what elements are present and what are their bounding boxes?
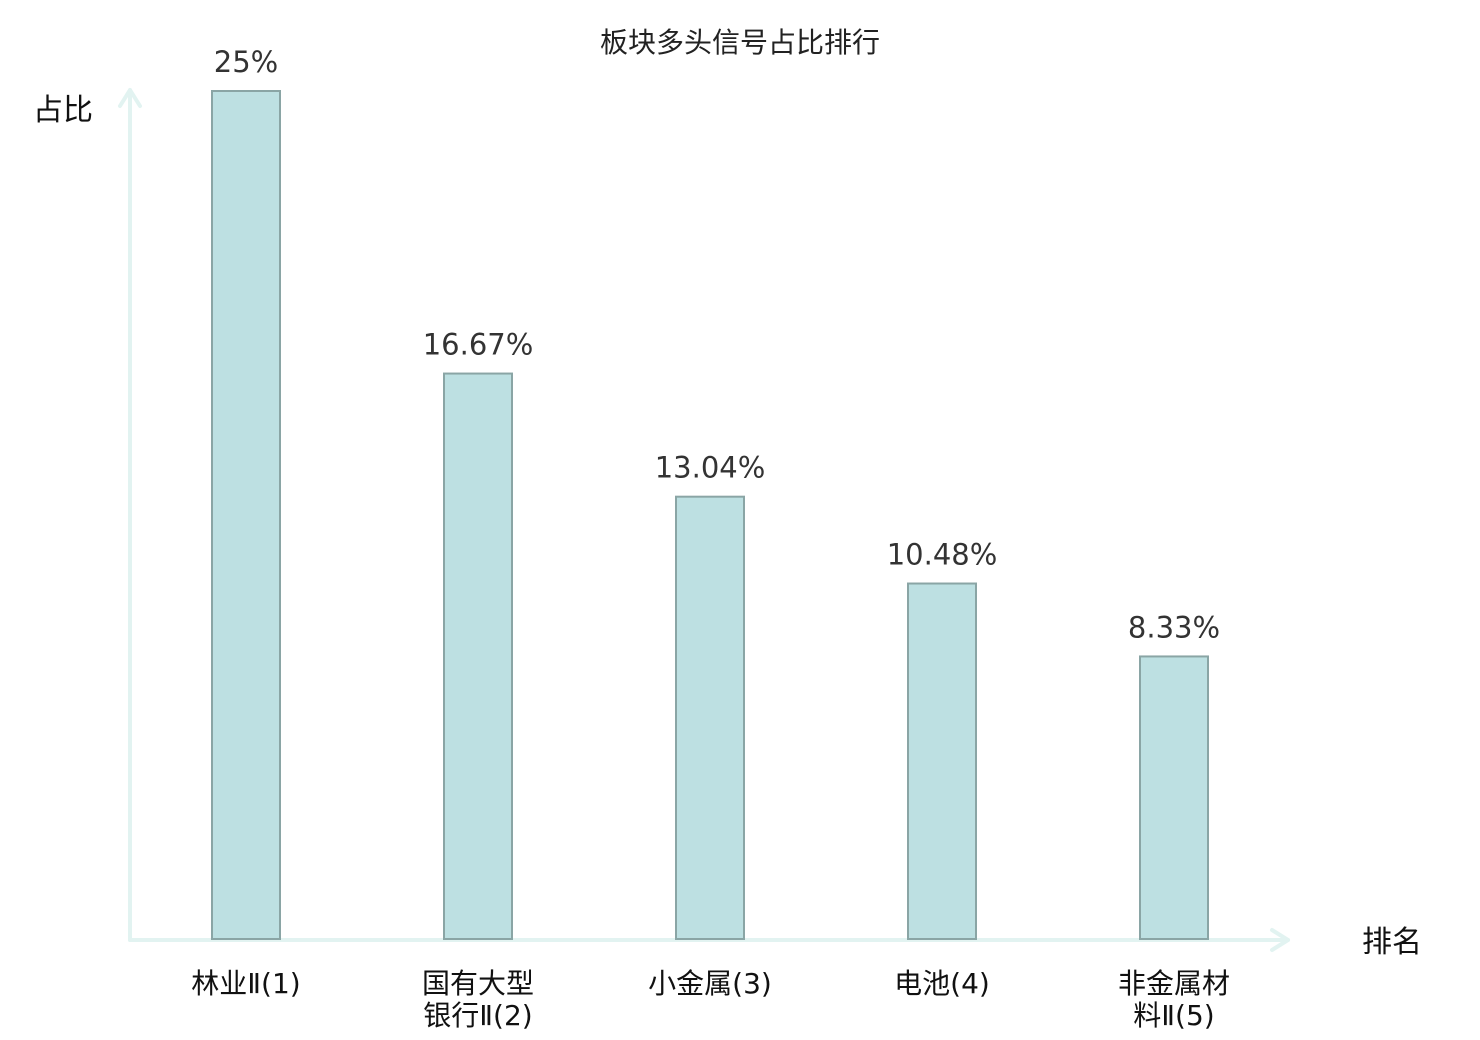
- value-label-3: 13.04%: [655, 451, 766, 485]
- value-label-1: 25%: [214, 45, 278, 79]
- y-axis-label: 占比: [33, 93, 93, 128]
- category-label-line: 国有大型: [422, 967, 534, 1000]
- bar-4: [907, 582, 977, 940]
- category-labels: 林业Ⅱ(1) 国有大型银行Ⅱ(2) 小金属(3) 电池(4) 非金属材料Ⅱ(5): [191, 967, 1230, 1032]
- category-label-line: 非金属材: [1118, 967, 1230, 1000]
- category-label-5: 非金属材料Ⅱ(5): [1118, 967, 1230, 1032]
- chart-title: 板块多头信号占比排行: [600, 26, 880, 59]
- value-label-2: 16.67%: [423, 328, 534, 362]
- category-label-line: 林业Ⅱ(1): [191, 967, 300, 1000]
- bar-5: [1139, 655, 1209, 940]
- bar-2: [443, 372, 513, 940]
- category-label-1: 林业Ⅱ(1): [191, 967, 300, 1000]
- category-label-line: 银行Ⅱ(2): [423, 999, 532, 1032]
- category-label-3: 小金属(3): [648, 967, 772, 1000]
- category-label-4: 电池(4): [894, 967, 990, 1000]
- x-axis-arrowhead: [1270, 928, 1290, 952]
- bars: [211, 90, 1209, 940]
- category-label-line: 料Ⅱ(5): [1133, 999, 1214, 1032]
- category-label-line: 小金属(3): [648, 967, 772, 1000]
- value-labels: 25% 16.67% 13.04% 10.48% 8.33%: [214, 45, 1220, 644]
- value-label-4: 10.48%: [887, 538, 998, 572]
- bar-1: [211, 90, 281, 940]
- x-axis-label: 排名: [1362, 925, 1422, 960]
- category-label-2: 国有大型银行Ⅱ(2): [422, 967, 534, 1032]
- bar-3: [675, 495, 745, 940]
- value-label-5: 8.33%: [1128, 610, 1220, 644]
- category-label-line: 电池(4): [894, 967, 990, 1000]
